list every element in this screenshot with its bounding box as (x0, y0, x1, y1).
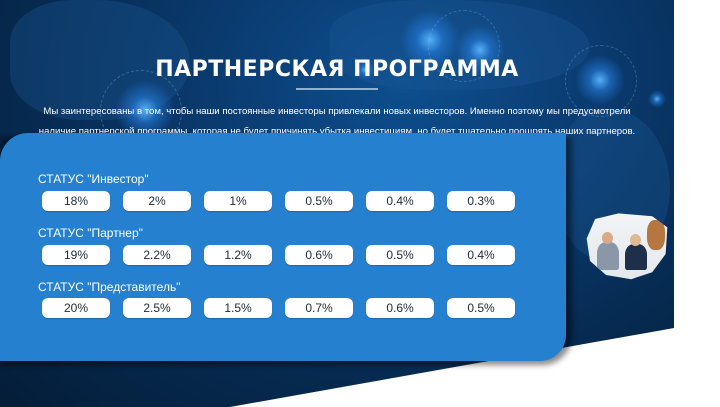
representative-levels-row: 20% 2.5% 1.5% 0.7% 0.6% 0.5% (42, 298, 515, 318)
plant-decoration (647, 220, 665, 250)
investor-levels-row: 18% 2% 1% 0.5% 0.4% 0.3% (42, 191, 515, 211)
title-divider (296, 88, 378, 90)
level-1-rate: 18% (42, 191, 110, 211)
level-5-rate: 0.4% (366, 191, 434, 211)
level-4-rate: 0.6% (285, 245, 353, 265)
status-label-representative: СТАТУС "Представитель" (38, 280, 181, 294)
level-4-rate: 0.5% (285, 191, 353, 211)
page-title: ПАРТНЕРСКАЯ ПРОГРАММА (155, 57, 519, 82)
network-node-glow (648, 90, 666, 108)
level-4-rate: 0.7% (285, 298, 353, 318)
level-6-rate: 0.3% (447, 191, 515, 211)
intro-line: Мы заинтересованы в том, чтобы наши пост… (43, 106, 631, 117)
level-1-rate: 19% (42, 245, 110, 265)
level-6-rate: 0.4% (447, 245, 515, 265)
status-label-investor: СТАТУС "Инвестор" (38, 172, 149, 186)
level-2-rate: 2.5% (123, 298, 191, 318)
business-meeting-photo (586, 213, 668, 280)
network-node-ring (428, 10, 500, 82)
status-label-partner: СТАТУС "Партнер" (38, 226, 143, 240)
level-3-rate: 1.5% (204, 298, 272, 318)
partner-levels-row: 19% 2.2% 1.2% 0.6% 0.5% 0.4% (42, 245, 515, 265)
person-head (630, 234, 641, 246)
intro-text: Мы заинтересованы в том, чтобы наши пост… (0, 102, 674, 142)
level-3-rate: 1.2% (204, 245, 272, 265)
person-figure (625, 244, 647, 270)
person-head (602, 232, 613, 244)
level-5-rate: 0.5% (366, 245, 434, 265)
network-node-ring (565, 45, 637, 117)
intro-line: наличие партнерской программы, которая н… (38, 126, 636, 137)
level-1-rate: 20% (42, 298, 110, 318)
person-figure (597, 242, 619, 270)
network-node-glow (355, 60, 375, 80)
level-6-rate: 0.5% (447, 298, 515, 318)
level-3-rate: 1% (204, 191, 272, 211)
level-2-rate: 2% (123, 191, 191, 211)
level-2-rate: 2.2% (123, 245, 191, 265)
commission-card: СТАТУС "Инвестор" 18% 2% 1% 0.5% 0.4% 0.… (0, 133, 566, 361)
level-5-rate: 0.6% (366, 298, 434, 318)
